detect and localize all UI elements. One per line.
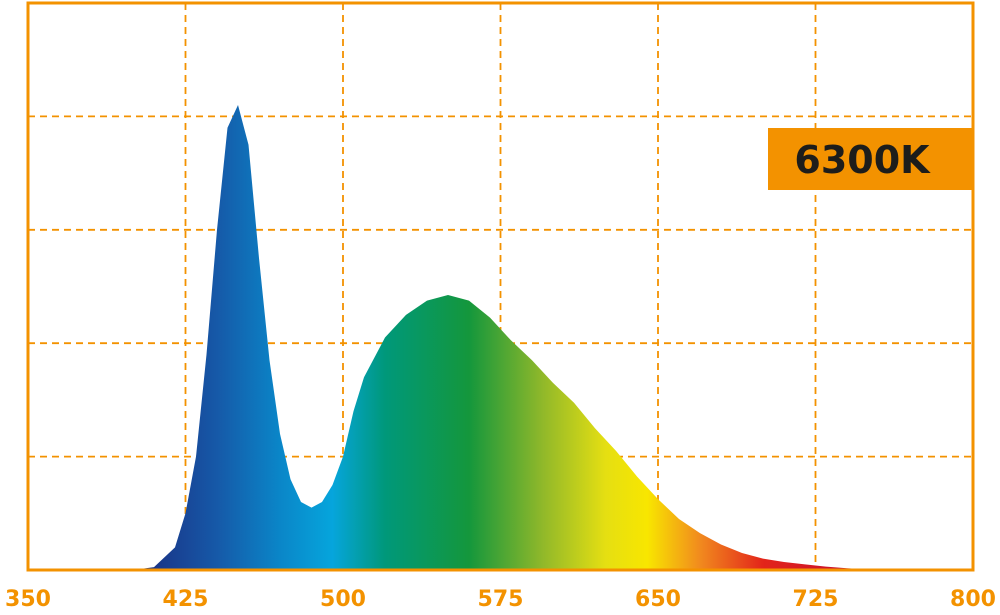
x-tick-label: 650 [635, 587, 681, 612]
x-tick-label: 725 [793, 587, 839, 612]
plot-frame [26, 1, 975, 572]
x-tick-label: 575 [478, 587, 524, 612]
annotation: 6300K [794, 138, 931, 182]
x-tick-label: 500 [320, 587, 366, 612]
x-tick-label: 350 [5, 587, 51, 612]
plot-area [133, 105, 889, 570]
x-tick-label: 800 [950, 587, 996, 612]
x-tick-label: 425 [163, 587, 209, 612]
spectrum-area [133, 105, 889, 570]
annotation-box [768, 128, 973, 190]
